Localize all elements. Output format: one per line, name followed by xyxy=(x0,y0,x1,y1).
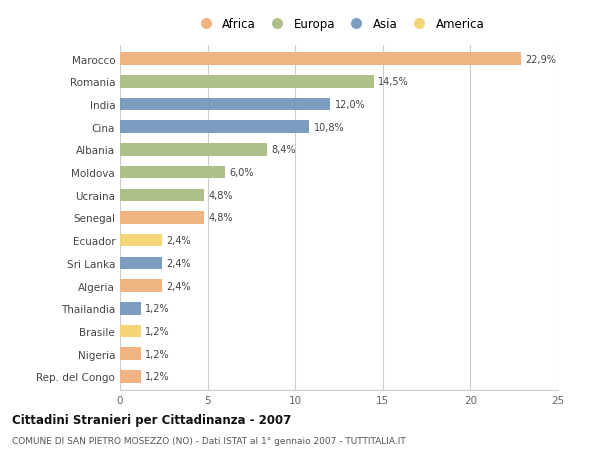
Text: 12,0%: 12,0% xyxy=(335,100,365,110)
Text: 2,4%: 2,4% xyxy=(166,258,191,269)
Bar xyxy=(120,280,162,292)
Text: 8,4%: 8,4% xyxy=(272,145,296,155)
Bar xyxy=(120,189,204,202)
Bar xyxy=(120,121,309,134)
Text: 2,4%: 2,4% xyxy=(166,281,191,291)
Text: 1,2%: 1,2% xyxy=(145,349,170,359)
Bar xyxy=(120,235,162,247)
Text: 1,2%: 1,2% xyxy=(145,326,170,336)
Text: 4,8%: 4,8% xyxy=(208,190,233,201)
Text: 2,4%: 2,4% xyxy=(166,235,191,246)
Bar xyxy=(120,302,141,315)
Bar xyxy=(120,99,330,111)
Text: 1,2%: 1,2% xyxy=(145,303,170,313)
Bar xyxy=(120,325,141,337)
Bar xyxy=(120,370,141,383)
Text: 1,2%: 1,2% xyxy=(145,372,170,381)
Text: 22,9%: 22,9% xyxy=(526,55,556,64)
Text: 6,0%: 6,0% xyxy=(229,168,254,178)
Bar xyxy=(120,144,267,157)
Text: 10,8%: 10,8% xyxy=(314,123,344,133)
Bar xyxy=(120,76,374,89)
Bar xyxy=(120,212,204,224)
Text: 4,8%: 4,8% xyxy=(208,213,233,223)
Text: Cittadini Stranieri per Cittadinanza - 2007: Cittadini Stranieri per Cittadinanza - 2… xyxy=(12,413,291,426)
Bar xyxy=(120,53,521,66)
Bar xyxy=(120,347,141,360)
Text: 14,5%: 14,5% xyxy=(379,77,409,87)
Text: COMUNE DI SAN PIETRO MOSEZZO (NO) - Dati ISTAT al 1° gennaio 2007 - TUTTITALIA.I: COMUNE DI SAN PIETRO MOSEZZO (NO) - Dati… xyxy=(12,436,406,445)
Bar xyxy=(120,167,225,179)
Bar xyxy=(120,257,162,269)
Legend: Africa, Europa, Asia, America: Africa, Europa, Asia, America xyxy=(191,16,487,33)
